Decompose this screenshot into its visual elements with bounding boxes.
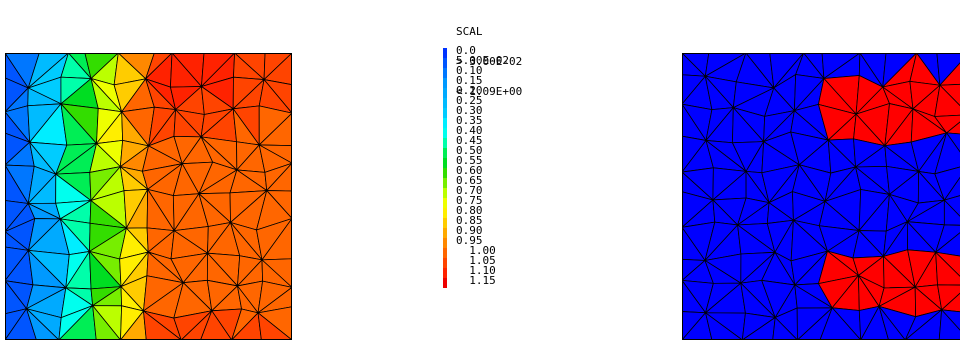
legend-swatch bbox=[443, 258, 447, 268]
legend-swatch bbox=[443, 128, 447, 138]
scalar-field-mesh-plot bbox=[5, 53, 292, 340]
legend-swatch bbox=[443, 278, 447, 288]
legend-swatch bbox=[443, 188, 447, 198]
legend-swatch bbox=[443, 198, 447, 208]
legend-swatch bbox=[443, 78, 447, 88]
legend-swatch bbox=[443, 118, 447, 128]
legend-swatch bbox=[443, 148, 447, 158]
legend-swatch bbox=[443, 108, 447, 118]
legend-swatch bbox=[443, 48, 447, 58]
legend-swatch bbox=[443, 218, 447, 228]
legend-swatch bbox=[443, 58, 447, 68]
legend-swatch bbox=[443, 238, 447, 248]
legend-swatch bbox=[443, 68, 447, 78]
legend-swatch bbox=[443, 228, 447, 238]
legend-color-bar bbox=[443, 48, 447, 288]
legend-swatch bbox=[443, 208, 447, 218]
legend-swatch bbox=[443, 98, 447, 108]
legend-swatch bbox=[443, 138, 447, 148]
legend-label: 1.15 bbox=[456, 276, 509, 286]
legend-swatch bbox=[443, 268, 447, 278]
legend-swatch bbox=[443, 248, 447, 258]
legend-title: SCAL bbox=[456, 27, 522, 37]
legend-swatch bbox=[443, 88, 447, 98]
legend-swatch bbox=[443, 168, 447, 178]
legend-swatch bbox=[443, 158, 447, 168]
binary-field-mesh-plot bbox=[682, 53, 960, 340]
legend-swatch bbox=[443, 178, 447, 188]
